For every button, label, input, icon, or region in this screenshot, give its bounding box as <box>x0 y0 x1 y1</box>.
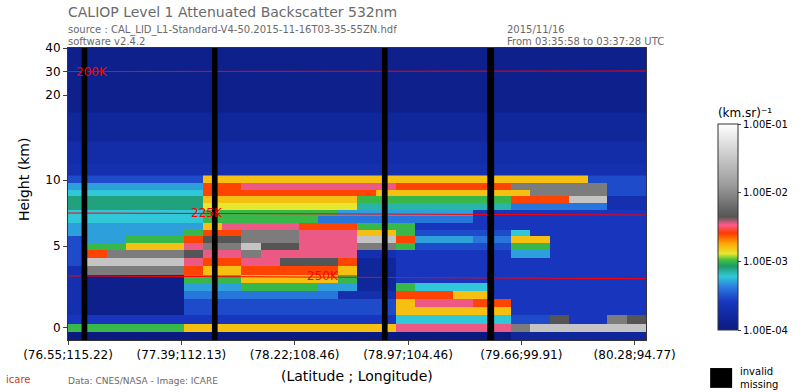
svg-text:(Latitude ; Longitude): (Latitude ; Longitude) <box>281 368 433 384</box>
svg-text:40: 40 <box>45 41 60 55</box>
svg-text:(km.sr)⁻¹: (km.sr)⁻¹ <box>718 106 772 120</box>
html-text:icare: icare <box>6 374 31 385</box>
html-text:CALIOP Level 1 Attenuated Back: CALIOP Level 1 Attenuated Backscatter 53… <box>68 4 398 20</box>
html-text:2015/11/16: 2015/11/16 <box>507 24 565 35</box>
svg-text:225K: 225K <box>191 206 223 220</box>
svg-text:5: 5 <box>53 239 61 253</box>
svg-text:20: 20 <box>45 88 60 102</box>
html-text:From 03:35:58 to 03:37:28 UTC: From 03:35:58 to 03:37:28 UTC <box>507 36 665 47</box>
svg-text:(79.66;99.91): (79.66;99.91) <box>480 348 562 362</box>
svg-text:1.00E-03: 1.00E-03 <box>743 256 788 267</box>
html-text:source : CAL_LID_L1-Standard-V: source : CAL_LID_L1-Standard-V4-50.2015-… <box>68 24 397 35</box>
svg-text:1.00E-01: 1.00E-01 <box>743 119 788 130</box>
svg-text:200K: 200K <box>76 65 108 79</box>
svg-text:(78.97;104.46): (78.97;104.46) <box>363 348 453 362</box>
svg-text:Height (km): Height (km) <box>16 138 32 221</box>
svg-text:0: 0 <box>53 321 61 335</box>
svg-text:1.00E-04: 1.00E-04 <box>743 325 788 336</box>
svg-text:(77.39;112.13): (77.39;112.13) <box>136 348 226 362</box>
svg-text:(78.22;108.46): (78.22;108.46) <box>250 348 340 362</box>
html-text:Data: CNES/NASA - Image: ICARE: Data: CNES/NASA - Image: ICARE <box>68 376 218 386</box>
html-text:software v2.4.2: software v2.4.2 <box>68 36 146 47</box>
svg-text:(76.55;115.22): (76.55;115.22) <box>23 348 113 362</box>
svg-text:invalidmissing: invalidmissing <box>740 366 778 390</box>
svg-text:250K: 250K <box>307 269 339 283</box>
svg-text:10: 10 <box>45 173 60 187</box>
svg-text:30: 30 <box>45 65 60 79</box>
svg-text:1.00E-02: 1.00E-02 <box>743 187 788 198</box>
svg-text:(80.28;94.77): (80.28;94.77) <box>594 348 676 362</box>
